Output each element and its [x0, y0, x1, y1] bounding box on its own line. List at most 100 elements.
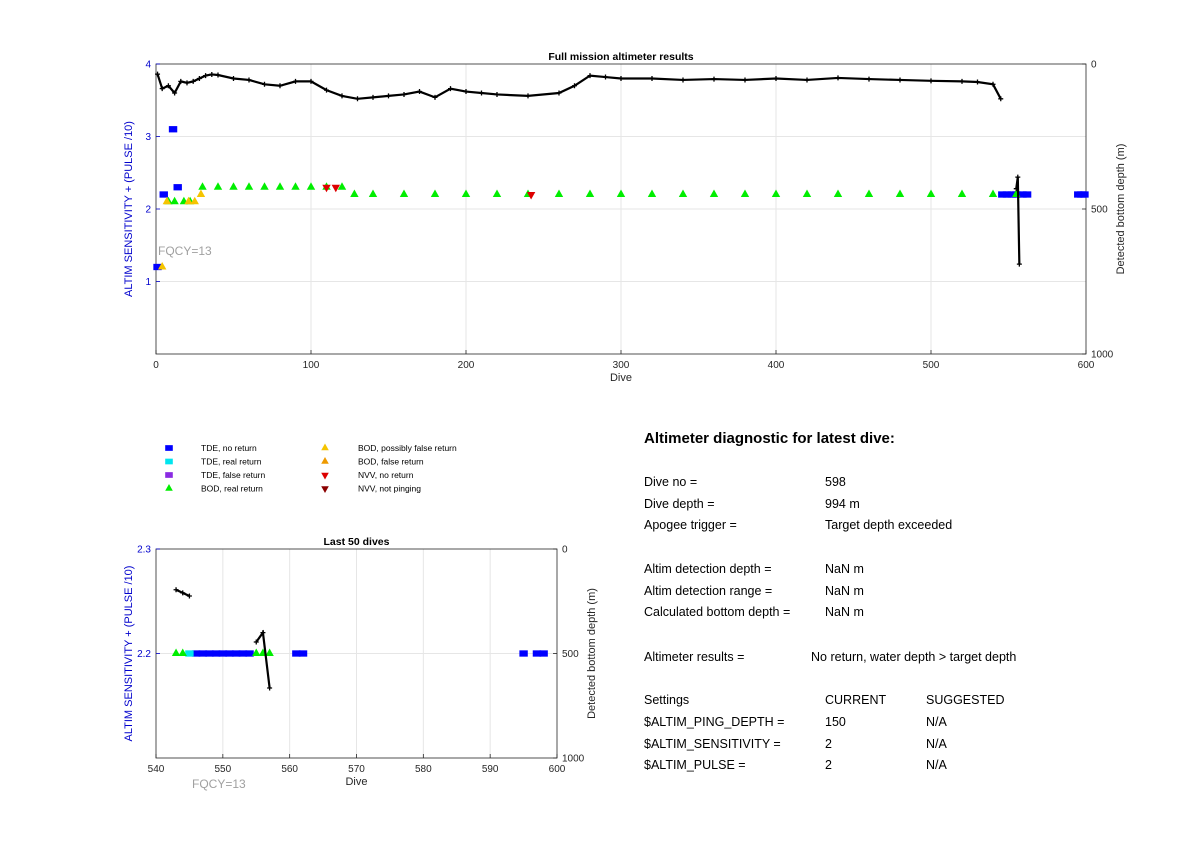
- main-depth-point: [190, 78, 196, 84]
- main-depth-point: [231, 76, 236, 81]
- settings-header-label: Settings: [644, 693, 690, 707]
- main-point: [988, 189, 998, 198]
- last50-annotation: FQCY=13: [192, 777, 246, 791]
- setting-sensitivity-suggested: N/A: [926, 737, 947, 751]
- main-chart: 0 100 200 300 400 500 600 1 2 3 4 0 500 1000 Full miss…: [123, 51, 1127, 384]
- main-depth-point: [804, 77, 810, 83]
- last50-point: [178, 648, 187, 657]
- last50-point: [532, 650, 542, 657]
- last50-y2tick-label: 500: [562, 649, 579, 660]
- main-point: [895, 189, 905, 198]
- last50-depth-point: [180, 590, 186, 596]
- main-point: [585, 189, 595, 198]
- main-ytick-label: 2: [145, 205, 151, 216]
- setting-pulse-current: 2: [825, 758, 832, 772]
- last50-xtick-label: 540: [148, 764, 165, 775]
- last50-xtick-label: 600: [549, 764, 566, 775]
- last50-point: [191, 650, 201, 657]
- main-depth-point: [587, 73, 593, 79]
- last50-point: [238, 650, 248, 657]
- last50-y2label: Detected bottom depth (m): [586, 588, 598, 719]
- main-depth-point: [711, 76, 717, 82]
- diag-label-dive-depth: Dive depth =: [644, 497, 715, 511]
- last50-xtick-label: 580: [415, 764, 432, 775]
- legend-marker-col2-3: [321, 486, 329, 494]
- diag-value-dive-no: 598: [825, 475, 846, 489]
- main-depth-point: [959, 78, 965, 84]
- main-depth-point: [293, 78, 298, 84]
- main-point: [1022, 191, 1032, 198]
- setting-sensitivity-current: 2: [825, 737, 832, 751]
- last50-point: [198, 650, 207, 657]
- main-depth-point: [165, 83, 171, 89]
- main-depth-point: [998, 96, 1004, 102]
- last50-ytick-label: 2.2: [137, 649, 151, 660]
- last50-point: [171, 648, 181, 657]
- main-point: [709, 189, 719, 198]
- diag-label-bottom-depth: Calculated bottom depth =: [644, 605, 791, 619]
- main-depth-point: [184, 80, 190, 86]
- diagnostic-title: Altimeter diagnostic for latest dive:: [644, 430, 895, 447]
- setting-pulse-label: $ALTIM_PULSE =: [644, 758, 746, 772]
- main-point: [957, 189, 967, 198]
- main-depth-point: [262, 81, 267, 87]
- legend-label-col2-0: BOD, possibly false return: [358, 443, 457, 453]
- main-xtick-label: 100: [303, 360, 320, 371]
- main-depth-point: [928, 78, 934, 84]
- main-depth-point: [203, 73, 209, 79]
- main-depth-point: [178, 78, 184, 84]
- last50-point: [265, 648, 274, 657]
- main-point: [168, 126, 178, 133]
- main-depth-point: [556, 90, 562, 96]
- last50-point: [218, 650, 228, 657]
- settings-header-current: CURRENT: [825, 693, 887, 707]
- main-series-1: [164, 182, 1021, 205]
- main-point: [461, 189, 471, 198]
- main-depth-point: [525, 93, 531, 99]
- legend-label-col1-2: TDE, false return: [201, 470, 266, 480]
- main-depth-point: [339, 93, 345, 99]
- main-title: Full mission altimeter results: [548, 51, 693, 63]
- legend-label-col1-0: TDE, no return: [201, 443, 257, 453]
- main-point: [998, 191, 1007, 198]
- last50-depth-point: [267, 685, 273, 691]
- main-depth-point: [990, 81, 996, 87]
- main-point: [771, 189, 781, 198]
- main-point: [337, 182, 347, 190]
- main-point: [260, 182, 269, 190]
- last50-point: [519, 650, 528, 657]
- main-series-3: [322, 184, 536, 200]
- last50-xtick-label: 590: [482, 764, 499, 775]
- main-point: [162, 196, 172, 205]
- main-depth-point: [246, 77, 252, 83]
- main-point: [740, 189, 750, 198]
- main-series-5: [1013, 174, 1022, 267]
- main-point: [1080, 191, 1089, 198]
- diag-value-apogee: Target depth exceeded: [825, 518, 953, 532]
- main-depth-point: [324, 87, 329, 93]
- legend-marker-col2-1: [321, 456, 329, 464]
- main-point: [554, 189, 564, 198]
- legend-label-col2-2: NVV, no return: [358, 470, 414, 480]
- diag-value-detection-range: NaN m: [825, 584, 864, 598]
- main-depth-point: [494, 91, 500, 97]
- main-depth-point: [1015, 174, 1021, 180]
- diag-label-dive-no: Dive no =: [644, 475, 698, 489]
- diag-value-detection-depth: NaN m: [825, 562, 864, 576]
- last50-point: [211, 650, 221, 657]
- main-depth-point: [172, 90, 178, 96]
- main-point: [159, 191, 168, 198]
- main-depth-point: [835, 75, 841, 81]
- main-point: [229, 182, 238, 190]
- main-depth-point: [355, 96, 360, 102]
- last50-chart: 540 550 560 570 580 590 600 2.2 2.3 0 500 1000 Last …: [123, 536, 598, 791]
- main-depth-point: [196, 76, 202, 81]
- main-point: [1018, 191, 1027, 198]
- main-point: [492, 189, 502, 198]
- setting-ping-depth-current: 150: [825, 715, 846, 729]
- setting-pulse-suggested: N/A: [926, 758, 947, 772]
- main-xtick-label: 400: [768, 360, 785, 371]
- legend-marker-col1-1: [165, 458, 173, 465]
- main-point: [275, 182, 285, 190]
- main-xtick-label: 0: [153, 360, 159, 371]
